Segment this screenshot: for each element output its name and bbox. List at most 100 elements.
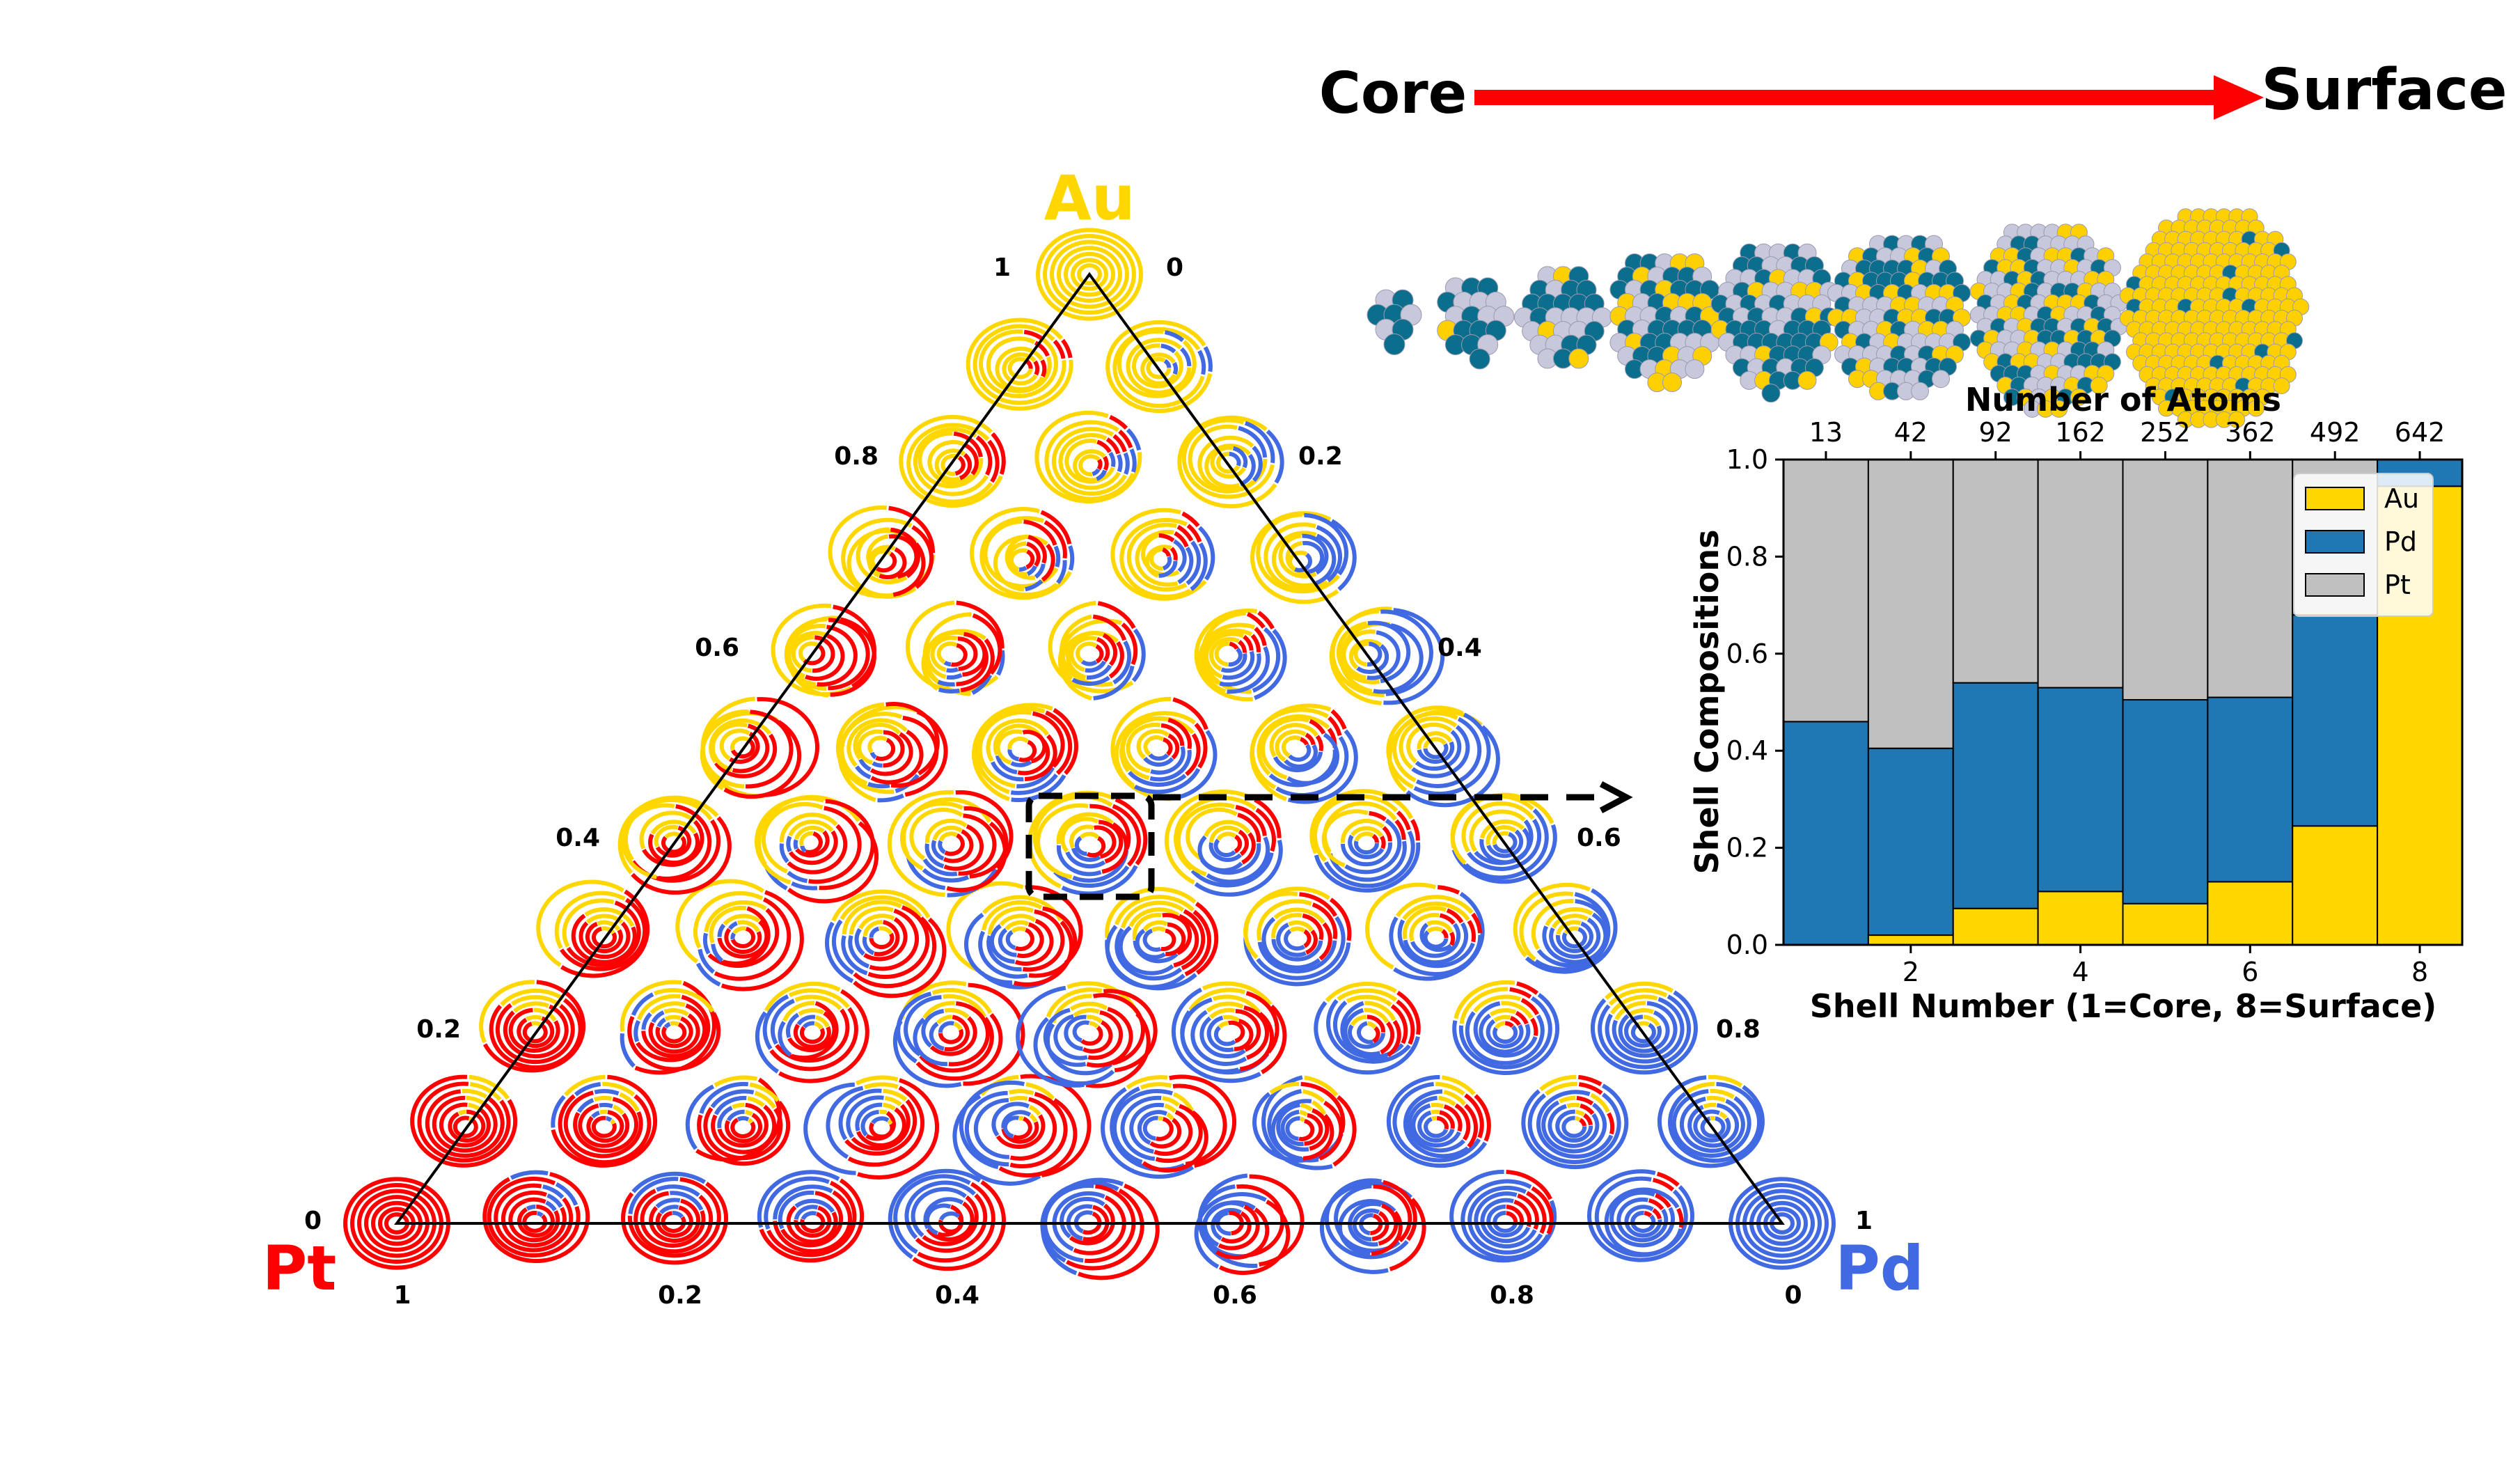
flow-header: Core Surface [1319,57,2507,127]
x-tick-label: 8 [2411,957,2428,987]
composition-disc [1314,981,1421,1075]
bar-segment-pt [1867,459,1954,749]
composition-disc [1450,792,1557,884]
bottom-tick: 0.4 [935,1281,979,1310]
right-tick: 0 [1166,253,1183,282]
left-tick: 1 [993,253,1011,282]
nanoparticle-image [1609,253,1719,393]
composition-disc [1319,1178,1426,1274]
bar-segment-pd [2207,696,2294,883]
bar-segment-pt [1952,459,2039,684]
highlight-arrow-head [1599,781,1633,813]
composition-disc [1243,886,1352,987]
bar-segment-pt [1783,459,1869,723]
flow-arrow-head [2214,75,2264,120]
top-x-tick-label: 492 [2310,417,2361,448]
composition-disc [1048,600,1146,700]
top-x-tick-label: 642 [2395,417,2446,448]
composition-disc [1040,1177,1160,1280]
composition-disc [1657,1074,1765,1168]
right-tick: 0.8 [1716,1015,1761,1044]
nanoparticle-image [2119,208,2310,428]
composition-disc [482,1170,590,1264]
composition-discs [343,228,1836,1280]
composition-disc [551,1074,658,1168]
composition-disc [1194,1173,1305,1276]
y-tick-label: 0.8 [1726,541,1768,572]
vertex-label-left: Pt [262,1232,337,1304]
composition-disc [1105,886,1219,991]
composition-disc [617,795,732,895]
composition-disc [1036,228,1143,321]
bottom-tick: 0.2 [658,1281,702,1310]
highlight-box [1025,792,1155,900]
left-tick: 0 [304,1207,322,1235]
nanoparticle-image [1710,243,1838,403]
bottom-tick: 1 [393,1281,411,1310]
composition-disc [1016,981,1158,1088]
top-x-tick-label: 42 [1894,417,1928,448]
ternary-diagram: Au Pt Pd 1 0.2 0.4 0.6 0.8 0 0 0.2 0.4 0… [262,162,1924,1310]
right-tick: 1 [1855,1207,1873,1235]
shell-composition-chart: 0.0 0.2 0.4 0.6 0.8 1.0 2 4 6 8 13 42 92 162 252 362 4… [1688,381,2464,1025]
composition-disc [1329,606,1445,705]
composition-disc [1027,790,1148,896]
bar-segment-au [2207,881,2294,946]
top-x-axis-label: Number of Atoms [1965,381,2281,418]
composition-disc [1250,511,1357,604]
top-x-tick-label: 92 [1979,417,2013,448]
legend-swatch [2305,530,2365,554]
composition-disc [1452,980,1560,1075]
legend-label: Pd [2384,526,2417,557]
y-tick-label: 0.6 [1726,638,1768,669]
top-x-tick-label: 252 [2140,417,2191,448]
composition-disc [1110,696,1218,801]
composition-disc [1449,1169,1557,1263]
composition-disc [1590,981,1698,1075]
composition-disc [1105,320,1213,414]
composition-disc [952,1074,1092,1186]
y-tick-label: 0.4 [1726,735,1768,766]
nanoparticle-image [1969,224,2128,418]
bottom-tick: 0.8 [1490,1281,1534,1310]
left-axis-ticks: 0 0.2 0.4 0.6 0.8 1 [304,253,1011,1235]
bar-segment-pd [2122,699,2209,904]
legend: Au Pd Pt [2293,473,2434,617]
y-tick-label: 1.0 [1726,444,1768,475]
left-tick: 0.8 [834,442,879,471]
legend-label: Au [2384,483,2419,514]
composition-disc [892,980,1025,1088]
nanoparticle-image [1513,266,1612,369]
bar-segment-pt [2037,459,2124,689]
composition-disc [410,1074,518,1168]
composition-disc [1521,1074,1629,1170]
composition-disc [754,794,879,904]
vertex-label-right: Pd [1835,1232,1924,1304]
composition-disc [888,1168,1006,1271]
composition-disc [824,889,947,998]
composition-disc [1252,1075,1357,1170]
y-tick-label: 0.2 [1726,833,1768,863]
composition-disc [1194,609,1287,702]
y-axis-label: Shell Compositions [1688,529,1726,874]
composition-disc [887,790,1014,898]
composition-disc [757,1170,865,1263]
bar-segment-au [1867,934,1954,946]
nanoparticle-image [1827,235,1971,400]
composition-disc [620,980,721,1075]
flow-end-label: Surface [2261,57,2507,123]
composition-disc [479,980,586,1073]
bar-segment-au [2037,891,2124,946]
bottom-tick: 0 [1784,1281,1802,1310]
composition-disc [1101,1074,1237,1179]
composition-disc [828,505,936,599]
bar-segment-pt [2207,459,2294,698]
x-tick-label: 2 [1903,957,1919,987]
composition-disc [1034,410,1142,503]
top-x-axis: 13 42 92 162 252 362 492 642 [1809,417,2446,460]
composition-disc [803,1075,939,1180]
bar-segment-pd [1952,682,2039,909]
legend-swatch [2305,573,2365,597]
